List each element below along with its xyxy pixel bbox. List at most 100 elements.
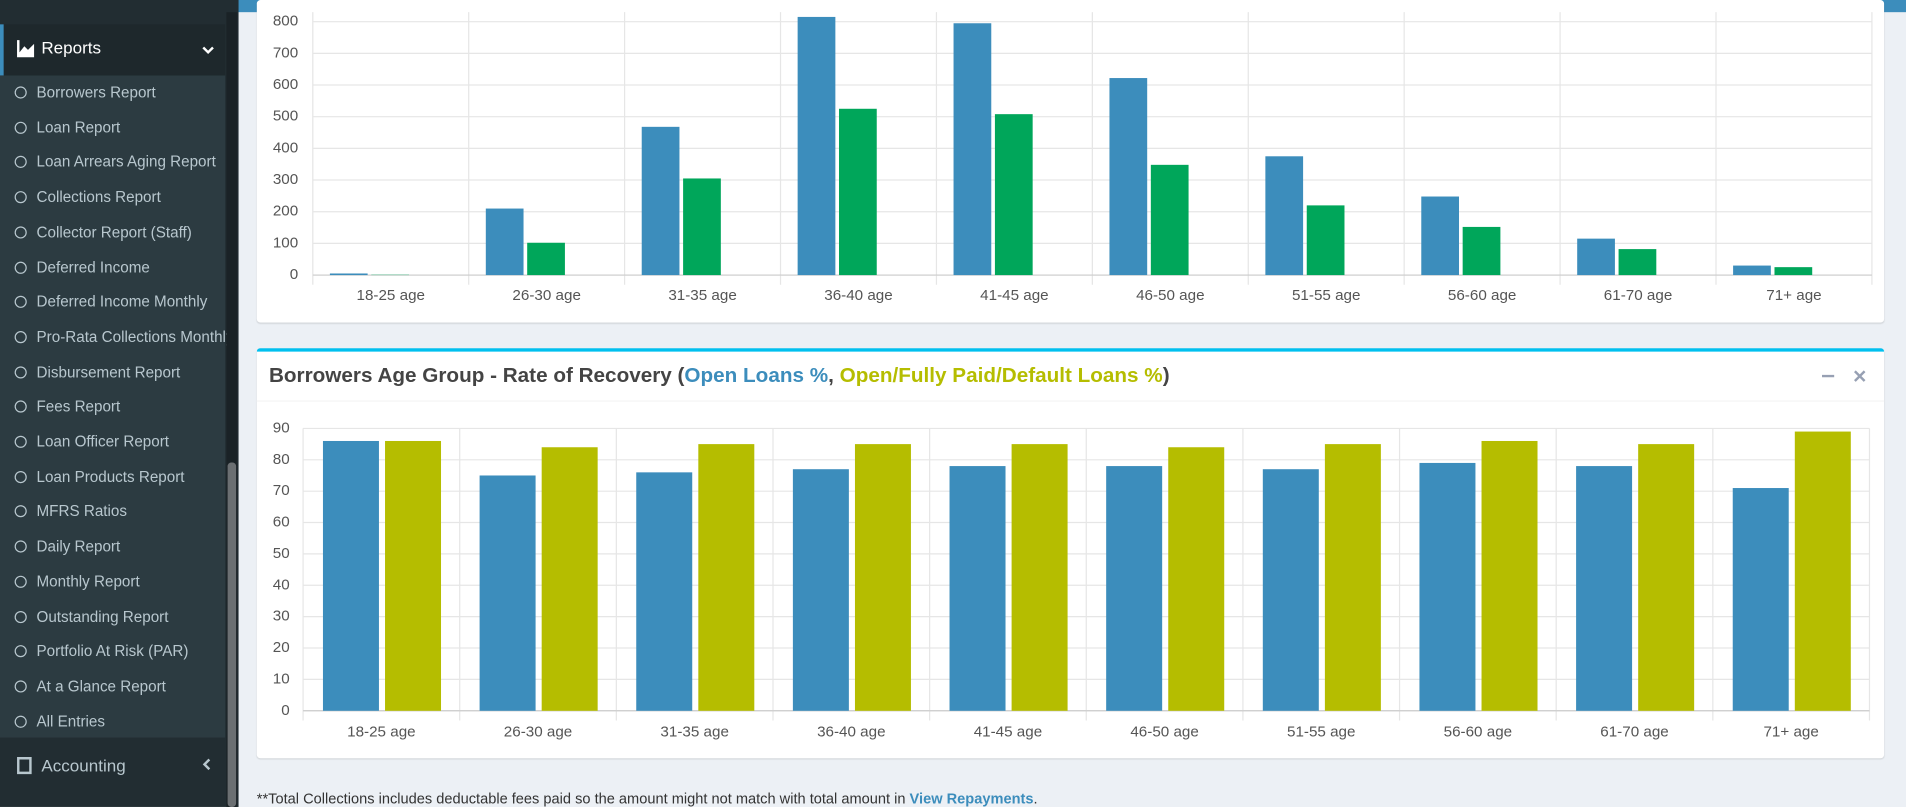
divider xyxy=(256,400,1885,402)
y-tick-label: 400 xyxy=(273,139,298,156)
reports-menu[interactable]: Reports xyxy=(0,24,226,76)
bar xyxy=(1262,469,1319,711)
bullet xyxy=(14,610,27,623)
icon xyxy=(17,757,32,775)
bar xyxy=(839,108,877,276)
bar xyxy=(953,23,992,276)
menu-item[interactable]: Fees Report xyxy=(36,398,121,416)
accounting-menu[interactable]: Accounting xyxy=(0,740,225,791)
y-tick-label: 40 xyxy=(273,576,290,593)
menu-item[interactable]: At a Glance Report xyxy=(36,677,166,695)
menu-label: Accounting xyxy=(41,755,126,776)
bullet xyxy=(14,121,27,134)
x-tick-label: 71+ age xyxy=(1763,724,1818,741)
y-tick-label: 10 xyxy=(273,670,290,687)
title-text: , xyxy=(828,363,834,388)
bar xyxy=(1324,444,1381,711)
y-tick-label: 800 xyxy=(273,13,298,30)
panel-tools[interactable] xyxy=(1821,369,1870,386)
bullet xyxy=(14,330,27,344)
footnote-text: **Total Collections includes deductable … xyxy=(256,789,910,807)
bar xyxy=(641,126,680,276)
bullet xyxy=(14,191,27,204)
bar xyxy=(636,472,693,711)
bar xyxy=(1576,466,1633,711)
bullet xyxy=(14,645,27,658)
title-text: Borrowers Age Group - Rate of Recovery ( xyxy=(268,363,685,388)
chevron xyxy=(202,46,214,55)
menu-item[interactable]: Outstanding Report xyxy=(36,607,169,625)
bullet xyxy=(14,86,27,99)
menu-item[interactable]: Pro-Rata Collections Monthly xyxy=(36,328,234,346)
menu-item[interactable]: Borrowers Report xyxy=(36,83,156,102)
menu-item[interactable]: Collections Report xyxy=(36,188,161,206)
title-text: ) xyxy=(1162,363,1170,388)
x-tick-label: 26-30 age xyxy=(504,724,572,741)
x-tick-label: 71+ age xyxy=(1766,287,1821,304)
y-tick-label: 100 xyxy=(273,234,298,251)
x-tick-label: 31-35 age xyxy=(668,287,736,304)
bar xyxy=(854,444,911,711)
chevron xyxy=(202,758,211,771)
icon xyxy=(17,40,35,58)
bullet xyxy=(14,505,27,518)
menu-item[interactable]: All Entries xyxy=(36,712,106,730)
y-tick-label: 700 xyxy=(273,44,298,61)
menu-item[interactable]: Monthly Report xyxy=(36,573,140,591)
menu-item[interactable]: Deferred Income xyxy=(36,258,150,276)
bar xyxy=(1168,447,1225,711)
bar xyxy=(1106,466,1163,711)
bullet xyxy=(14,470,27,483)
y-tick-label: 200 xyxy=(273,203,298,220)
menu-item[interactable]: Collector Report (Staff) xyxy=(36,223,192,241)
bar xyxy=(485,208,524,276)
bar xyxy=(1462,226,1501,276)
bar xyxy=(1618,249,1657,276)
bar xyxy=(541,447,598,711)
bar xyxy=(1794,431,1851,711)
bar xyxy=(1109,78,1148,276)
y-tick-label: 0 xyxy=(290,266,298,283)
menu-item[interactable]: Loan Products Report xyxy=(36,468,185,486)
bar xyxy=(1265,156,1304,276)
x-tick-label: 18-25 age xyxy=(357,287,425,304)
bar xyxy=(1419,462,1476,711)
menu-item[interactable]: Portfolio At Risk (PAR) xyxy=(36,642,189,660)
bar xyxy=(527,242,565,276)
bullet xyxy=(14,365,27,379)
bullet xyxy=(14,261,27,274)
bullet xyxy=(14,715,27,728)
menu-item[interactable]: Loan Officer Report xyxy=(36,433,170,451)
bar xyxy=(1577,238,1615,276)
bar xyxy=(949,466,1006,711)
link[interactable]: View Repayments xyxy=(909,789,1034,807)
menu-item[interactable]: Disbursement Report xyxy=(36,363,181,381)
bullet xyxy=(14,680,27,693)
y-tick-label: 0 xyxy=(281,702,289,719)
bullet xyxy=(14,156,27,169)
bar xyxy=(683,178,721,276)
x-tick-label: 36-40 age xyxy=(824,287,892,304)
bar xyxy=(1774,267,1813,276)
menu-item[interactable]: Loan Report xyxy=(36,118,121,136)
bar xyxy=(797,16,836,276)
bar xyxy=(329,273,368,276)
x-tick-label: 31-35 age xyxy=(660,724,728,741)
y-tick-label: 300 xyxy=(273,171,298,188)
bar xyxy=(479,475,536,711)
sidebar: Reports Borrowers Report Loan Report Loan … xyxy=(0,0,239,807)
bar xyxy=(1638,444,1695,711)
x-tick-label: 41-45 age xyxy=(980,287,1048,304)
bar xyxy=(1011,444,1068,711)
menu-item[interactable]: Deferred Income Monthly xyxy=(36,293,208,311)
menu-item[interactable]: Daily Report xyxy=(36,538,121,556)
y-tick-label: 90 xyxy=(273,419,290,436)
bar xyxy=(1150,164,1189,276)
menu-item[interactable]: MFRS Ratios xyxy=(36,503,127,521)
x-tick-label: 61-70 age xyxy=(1604,287,1672,304)
menu-item[interactable]: Loan Arrears Aging Report xyxy=(36,153,216,171)
scrollbar-thumb[interactable] xyxy=(227,462,237,807)
